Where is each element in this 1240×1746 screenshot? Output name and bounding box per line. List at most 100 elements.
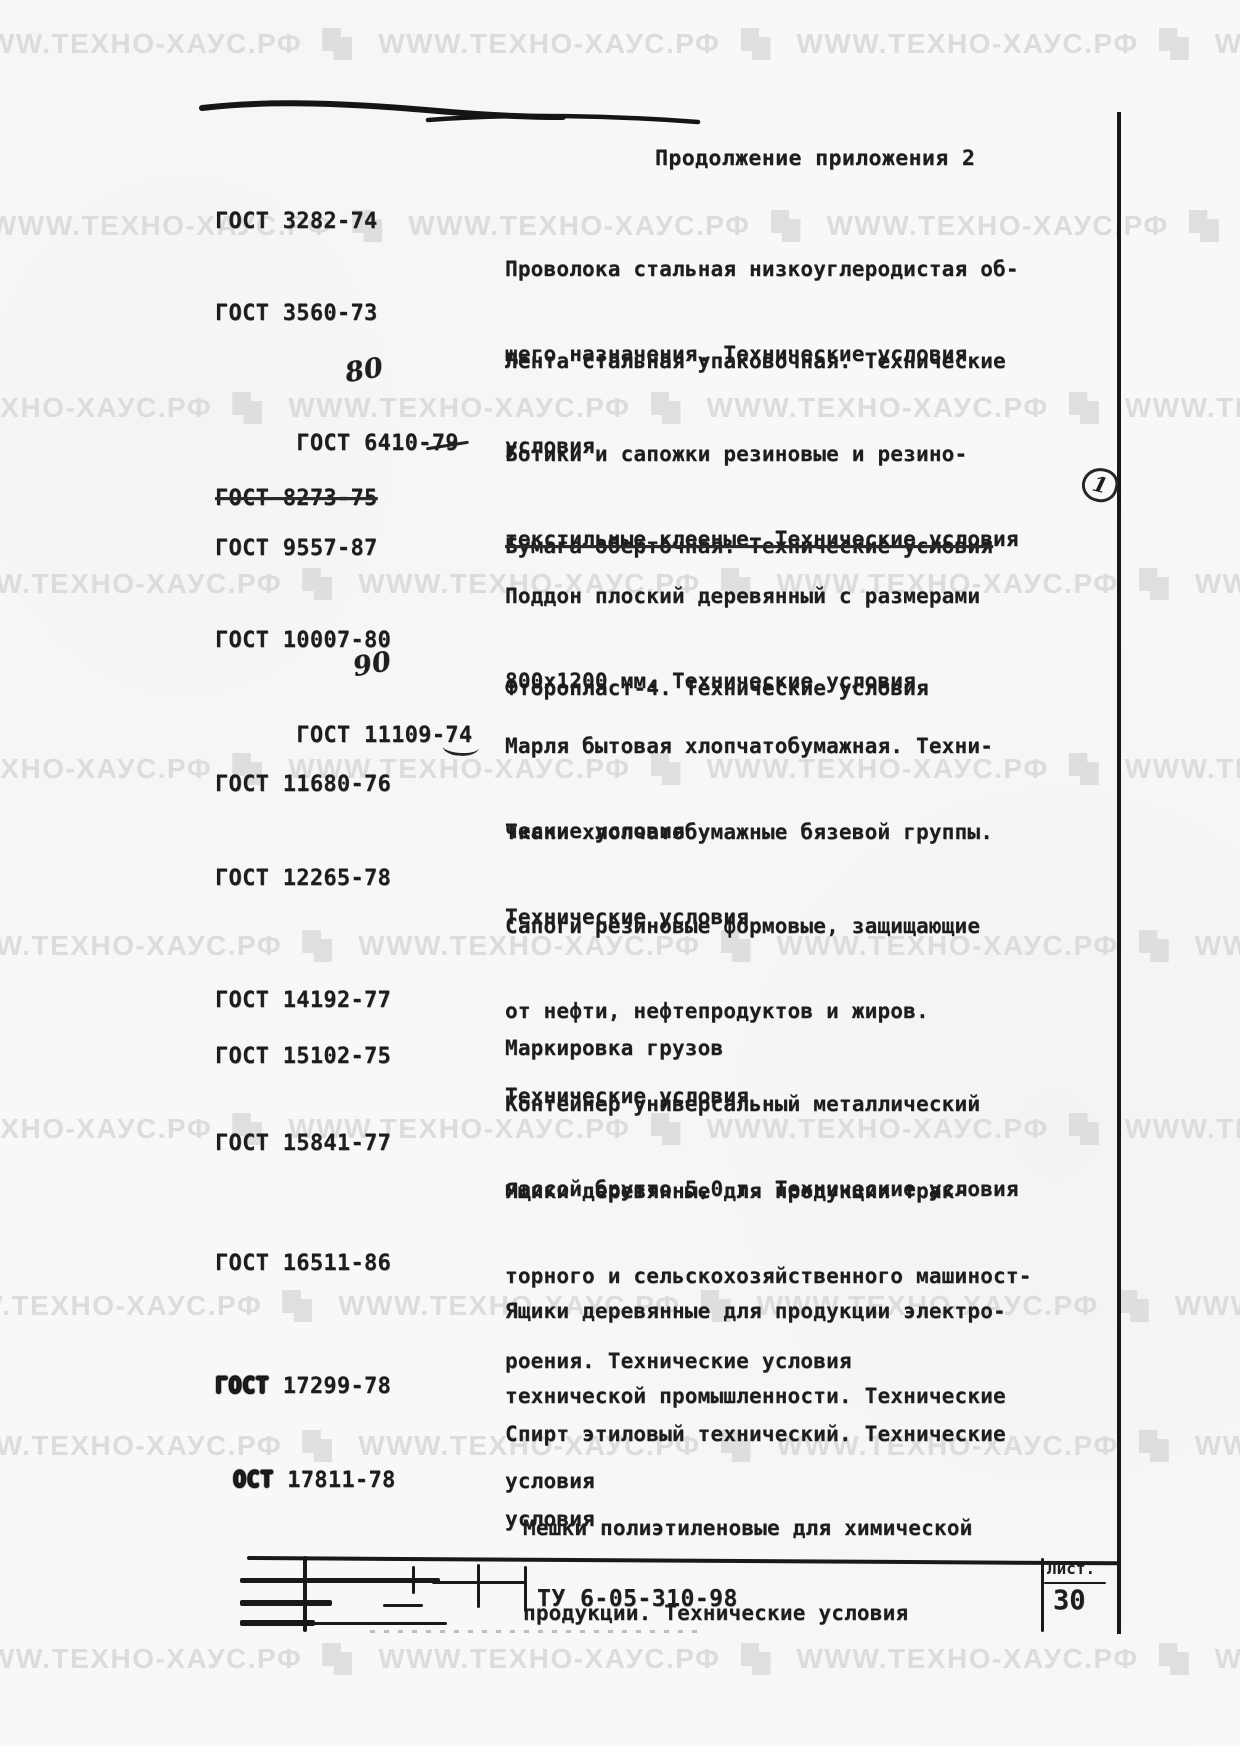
gost-description: Фторопласт-4. Технические условия (505, 676, 929, 700)
gost-description: Контейнер универсальный металлический ма… (505, 1092, 1019, 1201)
gost-number: ГОСТ 15841-77 (215, 1131, 392, 1156)
watermark-text: WWW.ТЕХНО-ХАУС.РФ (288, 392, 631, 423)
watermark-text: WWW.ТЕХНО-ХАУС.РФ (776, 568, 1119, 599)
techno-haus-logo-icon (740, 28, 771, 60)
gost-number: ГОСТ 15102-75 (215, 1044, 392, 1069)
watermark-text: WWW.ТЕХНО-ХАУС.РФ (0, 568, 283, 599)
gost-entry: ГОСТ 17299-78 Спирт этиловый технический… (215, 1368, 1125, 1586)
gost-number: ГОСТ 12265-78 (215, 866, 392, 891)
gost-number: ГОСТ 17299-78 (215, 1374, 392, 1399)
gost-description: Ботики и сапожки резиновые и резино- тек… (505, 442, 1019, 551)
watermark-text: WWW.ТЕХНО-ХАУС.РФ (0, 753, 213, 784)
gost-description: Проволока стальная низкоуглеродистая об-… (505, 257, 1019, 366)
watermark-text: WWW.ТЕХНО-ХАУС.РФ (378, 1643, 721, 1674)
watermark-text: WWW.ТЕХНО-ХАУС.РФ (378, 28, 721, 59)
watermark-text: WWW.ТЕХНО-ХАУС.РФ (1194, 568, 1240, 599)
title-block-line (240, 1578, 440, 1583)
watermark-text: WWW.ТЕХНО-ХАУС.РФ (0, 28, 303, 59)
title-block-divider (303, 1556, 307, 1632)
gost-entry: ГОСТ 11109-74 90 Марля бытовая хлопчатоб… (215, 646, 1125, 898)
gost-description: Бумага оберточная. Технические условия (505, 534, 994, 558)
watermark-row: WWW.ТЕХНО-ХАУС.РФ WWW.ТЕХНО-ХАУС.РФ WWW.ТЕ… (0, 392, 1240, 424)
gost-number: ГОСТ 8273-75 (215, 486, 378, 511)
sheet-number: 30 (1053, 1585, 1086, 1616)
title-block-line (312, 1622, 447, 1625)
watermark-text: WWW.ТЕХНО-ХАУС.РФ (1124, 1113, 1240, 1144)
title-block-divider (477, 1564, 480, 1608)
gost-number: ГОСТ 3560-73 (215, 301, 378, 326)
watermark-row: WWW.ТЕХНО-ХАУС.РФ WWW.ТЕХНО-ХАУС.РФ WWW.ТЕ… (0, 1643, 1240, 1675)
handwritten-year-correction: 90 (350, 645, 394, 684)
watermark-row: WWW.ТЕХНО-ХАУС.РФ WWW.ТЕХНО-ХАУС.РФ WWW.ТЕ… (0, 1430, 1240, 1462)
watermark-text: WWW.ТЕХНО-ХАУС.РФ (0, 392, 213, 423)
gost-entry: ГОСТ 11680-76 Ткани хлопчатобумажные бяз… (215, 766, 1125, 984)
watermark-text: WWW.ТЕХНО-ХАУС.РФ (0, 1113, 213, 1144)
watermark-text: WWW.ТЕХНО-ХАУС.РФ (796, 28, 1139, 59)
watermark-row: WWW.ТЕХНО-ХАУС.РФ WWW.ТЕХНО-ХАУС.РФ WWW.ТЕ… (0, 568, 1240, 600)
gost-number: ГОСТ 11109-74 90 (215, 646, 505, 898)
techno-haus-logo-icon (1188, 210, 1219, 242)
title-block-divider (524, 1566, 527, 1612)
sheet-box-underline (1044, 1582, 1106, 1584)
title-block-line (240, 1600, 332, 1606)
watermark-text: WWW.ТЕХНО-ХАУС.РФ (1124, 753, 1240, 784)
gost-entry: ГОСТ 12265-78 Сапоги резиновые формовые,… (215, 860, 1125, 1163)
page-header: Продолжение приложения 2 (655, 146, 976, 171)
watermark-text: WWW.ТЕХНО-ХАУС.РФ (0, 930, 283, 961)
watermark-text: WWW.ТЕХНО-ХАУС.РФ (1214, 28, 1240, 59)
watermark-text: WWW.ТЕХНО-ХАУС.РФ (706, 753, 1049, 784)
gost-entry: ГОСТ 9557-87 Поддон плоский деревянный с… (215, 530, 1125, 748)
gost-entry: ГОСТ 14192-77 Маркировка грузов (215, 982, 1125, 1115)
watermark-text: WWW.ТЕХНО-ХАУС.РФ (358, 568, 701, 599)
gost-description: Мешки полиэтиленовые для химической прод… (523, 1516, 973, 1625)
watermark-text: WWW.ТЕХНО-ХАУС.РФ (1194, 1430, 1240, 1461)
techno-haus-logo-icon (1138, 930, 1169, 962)
gost-description: Ящики деревянные для продукции электро- … (505, 1299, 1006, 1493)
watermark-text: WWW.ТЕХНО-ХАУС.РФ (358, 930, 701, 961)
watermark-row: WWW.ТЕХНО-ХАУС.РФ WWW.ТЕХНО-ХАУС.РФ WWW.ТЕ… (0, 1113, 1240, 1145)
gost-number: ГОСТ 16511-86 (215, 1251, 392, 1276)
gost-entry: ОСТ 17811-78 Мешки полиэтиленовые для хи… (215, 1462, 1125, 1680)
watermark-text: WWW.ТЕХНО-ХАУС.РФ (408, 210, 751, 241)
document-number: ТУ 6-05-310-98 (537, 1586, 738, 1612)
gost-number: ГОСТ 14192-77 (215, 988, 392, 1013)
handwritten-year-correction: 80 (342, 351, 386, 390)
watermark-text: WWW.ТЕХНО-ХАУС.РФ (0, 1290, 263, 1321)
gost-entry: ГОСТ 15841-77 Ящики деревянные для проду… (215, 1125, 1125, 1428)
perforation-dots (370, 1630, 700, 1633)
overinked-word: ГОСТ (215, 1374, 270, 1399)
gost-number: ГОСТ 11680-76 (215, 772, 392, 797)
techno-haus-logo-icon (1138, 568, 1169, 600)
struck-year: 79 (432, 425, 459, 462)
title-block-dash (383, 1604, 423, 1607)
gost-description: Маркировка грузов (505, 1036, 724, 1060)
torn-edge-line (199, 100, 701, 125)
gost-number: ГОСТ 3282-74 (215, 209, 378, 234)
title-block-divider (412, 1566, 415, 1594)
watermark-text: WWW.ТЕХНО-ХАУС.РФ (288, 1113, 631, 1144)
watermark-text: WWW.ТЕХНО-ХАУС.РФ (826, 210, 1169, 241)
techno-haus-logo-icon (322, 28, 353, 60)
watermark-row: WWW.ТЕХНО-ХАУС.РФ WWW.ТЕХНО-ХАУС.РФ WWW.ТЕ… (0, 753, 1240, 785)
gost-number: ОСТ 17811-78 (233, 1468, 396, 1493)
overinked-word: ОСТ (233, 1468, 274, 1493)
gost-entry: ГОСТ 6410-79 80 Ботики и сапожки резинов… (215, 352, 1125, 606)
watermark-text: WWW.ТЕХНО-ХАУС.РФ (756, 1290, 1099, 1321)
gost-description: Ящики деревянные для продукции трак- тор… (505, 1179, 1032, 1373)
sheet-box-divider (1041, 1558, 1044, 1632)
watermark-text: WWW.ТЕХНО-ХАУС.РФ (1194, 930, 1240, 961)
techno-haus-logo-icon (1158, 1643, 1189, 1675)
sheet-label: Лист. (1047, 1559, 1096, 1578)
gost-entry: ГОСТ 15102-75 Контейнер универсальный ме… (215, 1038, 1125, 1256)
gost-entry: ГОСТ 3560-73 Лента стальная упаковочная.… (215, 295, 1125, 513)
annotated-year: 74 (445, 717, 472, 754)
gost-description: Поддон плоский деревянный с размерами 80… (505, 584, 981, 693)
gost-description: Марля бытовая хлопчатобумажная. Техни- ч… (505, 734, 994, 843)
gost-number: ГОСТ 10007-80 (215, 628, 392, 653)
watermark-text: WWW.ТЕХНО-ХАУС.РФ (1174, 1290, 1240, 1321)
watermark-row: WWW.ТЕХНО-ХАУС.РФ WWW.ТЕХНО-ХАУС.РФ WWW.ТЕ… (0, 28, 1240, 60)
watermark-text: WWW.ТЕХНО-ХАУС.РФ (0, 1430, 283, 1461)
watermark-text: WWW.ТЕХНО-ХАУС.РФ (358, 1430, 701, 1461)
